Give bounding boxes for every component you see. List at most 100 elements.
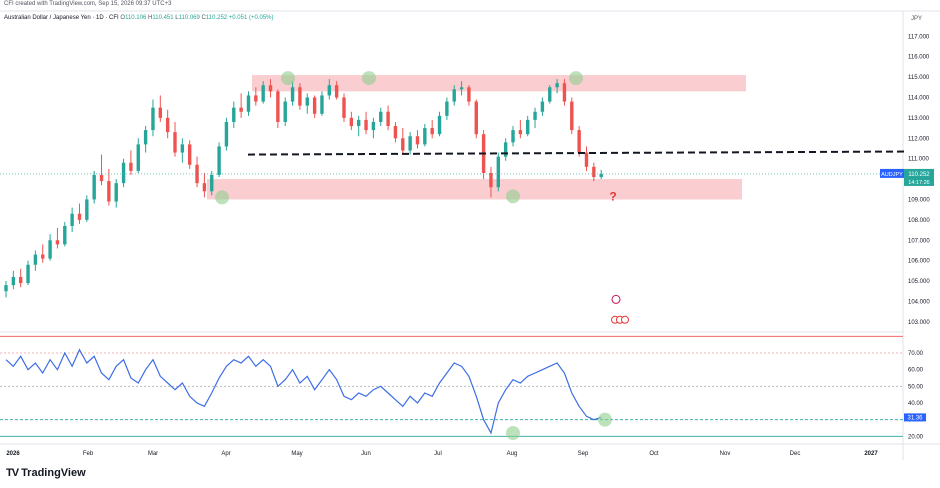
candle	[437, 111, 442, 137]
price-tick-label: 103.000	[908, 320, 930, 326]
candle-body	[151, 107, 155, 131]
candle	[459, 81, 464, 96]
candle	[77, 203, 82, 224]
open-label: O	[120, 15, 126, 21]
symbol-tag-label: AUDJPY	[881, 172, 903, 178]
candle-body	[503, 142, 508, 157]
candle	[210, 170, 214, 196]
candle	[496, 152, 501, 192]
candle	[246, 91, 251, 116]
candle	[107, 168, 111, 206]
candle-body	[526, 119, 530, 135]
candle-body	[415, 136, 420, 145]
candle	[239, 93, 243, 118]
candle	[143, 126, 148, 153]
candle-body	[445, 101, 449, 116]
candle-body	[55, 240, 60, 245]
price-tick-label: 117.000	[908, 34, 930, 40]
low-label: L	[175, 15, 179, 21]
time-tick-label: Dec	[790, 451, 801, 457]
rsi-tick-label: 50.00	[908, 384, 924, 390]
highlight-circle	[281, 71, 295, 86]
created-by-label: CFI created with TradingView.com, Sep 15…	[4, 1, 172, 7]
candle-body	[562, 83, 567, 102]
price-tick-label: 113.000	[908, 116, 930, 122]
candle-body	[11, 276, 16, 286]
candle	[41, 244, 45, 263]
candle-body	[496, 156, 501, 188]
highlight-circle	[362, 71, 376, 86]
symbol-info-bar: Australian Dollar / Japanese Yen · 1D · …	[4, 15, 274, 21]
candle-body	[165, 117, 170, 133]
candle-body	[511, 130, 515, 143]
symbol-title[interactable]: Australian Dollar / Japanese Yen · 1D · …	[4, 15, 119, 21]
candle	[327, 79, 332, 100]
candle	[430, 119, 434, 139]
candle	[599, 169, 603, 180]
candle	[393, 121, 398, 143]
candle	[195, 156, 199, 188]
candle	[18, 268, 23, 288]
candle-body	[232, 107, 236, 122]
rsi-line	[5, 348, 602, 435]
candle-body	[77, 213, 82, 220]
candle	[70, 207, 74, 233]
candle	[305, 93, 309, 114]
candle	[261, 81, 265, 104]
candle	[401, 128, 405, 155]
candle	[136, 138, 140, 173]
candle	[129, 150, 133, 175]
rsi-tick-label: 70.00	[908, 351, 924, 357]
candle-body	[180, 144, 185, 153]
candle-body	[371, 121, 376, 131]
candle	[408, 132, 412, 155]
candle	[349, 111, 354, 131]
candle	[283, 97, 287, 127]
candle	[26, 260, 30, 286]
candle	[99, 154, 104, 186]
candle	[503, 138, 508, 161]
time-tick-label: Sep	[578, 451, 589, 457]
candle	[379, 107, 383, 127]
candle	[445, 97, 449, 120]
candle	[334, 81, 339, 100]
candle	[452, 85, 456, 106]
countdown-value: 14:17:26	[908, 180, 929, 186]
candle	[165, 109, 170, 139]
candle	[4, 281, 8, 298]
candle-body	[349, 117, 354, 127]
candle	[85, 195, 89, 222]
candle	[526, 115, 530, 137]
candle-body	[107, 181, 111, 202]
time-tick-label: Aug	[507, 451, 518, 457]
candle-body	[548, 87, 552, 102]
candle-body	[474, 101, 478, 135]
candle	[533, 107, 537, 129]
price-tick-label: 114.000	[908, 95, 930, 101]
candle-body	[327, 85, 332, 96]
candle-body	[364, 119, 368, 131]
candle	[570, 97, 574, 135]
change-value: +0.051 (+0.05%)	[228, 15, 274, 21]
tradingview-brand[interactable]: TV TradingView	[6, 467, 86, 479]
candle-body	[173, 132, 177, 153]
candle-body	[276, 91, 280, 122]
candle-body	[70, 213, 74, 226]
event-icon	[611, 294, 621, 304]
candle-body	[92, 174, 96, 200]
rsi-tick-label: 60.00	[908, 368, 924, 374]
candle	[158, 95, 163, 122]
candle-body	[283, 101, 287, 122]
candle-body	[437, 115, 442, 135]
candle-body	[114, 183, 118, 202]
candle-body	[459, 87, 464, 90]
candle-body	[452, 89, 456, 102]
candle-body	[592, 166, 596, 178]
candle	[489, 166, 493, 198]
candle	[268, 79, 273, 98]
time-tick-label: 2026	[6, 451, 20, 457]
tradingview-logo-icon: TV	[6, 467, 19, 479]
candle-body	[195, 164, 199, 184]
time-tick-label: Jul	[434, 451, 442, 457]
